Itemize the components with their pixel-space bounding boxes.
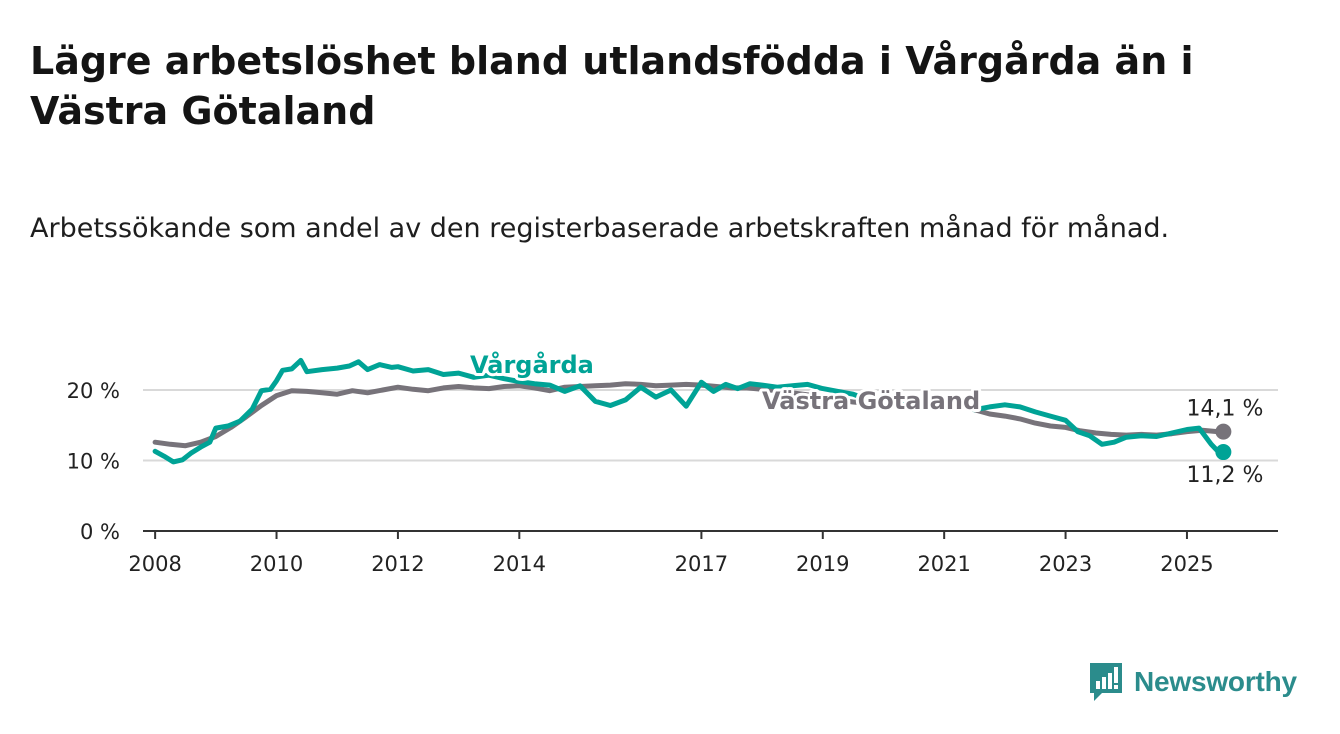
chart-subtitle: Arbetssökande som andel av den registerb…	[30, 213, 1170, 244]
series-line-vastra-gotaland	[152, 381, 1226, 449]
chart-title: Lägre arbetslöshet bland utlandsfödda i …	[30, 39, 1194, 133]
series-label-halo: Västra Götaland	[762, 387, 980, 415]
x-tick-label: 2010	[250, 552, 303, 576]
series-label: Västra Götaland	[762, 387, 980, 415]
newsworthy-brand[interactable]: Newsworthy	[1088, 658, 1297, 706]
series-label-halo: Vårgårda	[470, 350, 594, 379]
x-tick-label: 2025	[1160, 552, 1213, 576]
series-end-dot-vastra-gotaland	[1215, 423, 1232, 440]
x-tick-label: 2012	[371, 552, 424, 576]
x-tick-label: 2019	[796, 552, 849, 576]
line-chart: 0 % 10 % 20 % 2008 2010 2012 2014 2017 2019 2021 2…	[66, 350, 1278, 576]
brand-name: Newsworthy	[1134, 666, 1297, 697]
series-end-dot-vargarda	[1215, 444, 1232, 461]
x-tick-label: 2017	[675, 552, 728, 576]
series-label: Vårgårda	[470, 350, 594, 379]
x-tick-label: 2008	[128, 552, 181, 576]
y-tick-label: 20 %	[67, 379, 120, 403]
x-tick-label: 2014	[493, 552, 546, 576]
x-tick-label: 2021	[917, 552, 970, 576]
bar-chart-logo-icon	[1090, 663, 1122, 701]
y-tick-label: 0 %	[80, 520, 120, 544]
end-value-label: 14,1 %	[1186, 397, 1263, 422]
y-tick-label: 10 %	[67, 450, 120, 474]
series-line-vargarda	[152, 357, 1226, 465]
end-value-label: 11,2 %	[1186, 463, 1263, 488]
x-tick-label: 2023	[1039, 552, 1092, 576]
